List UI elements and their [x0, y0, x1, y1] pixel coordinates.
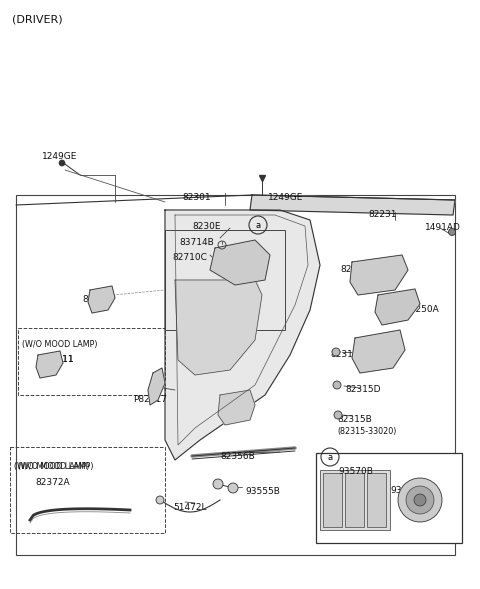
Text: (W/O MOOD LAMP): (W/O MOOD LAMP)	[18, 462, 94, 471]
Text: (W/O MOOD LAMP): (W/O MOOD LAMP)	[14, 462, 89, 471]
Bar	[367, 473, 386, 527]
Circle shape	[213, 479, 223, 489]
Bar	[165, 230, 285, 330]
Polygon shape	[36, 351, 63, 378]
Text: 82610B: 82610B	[340, 265, 375, 274]
Circle shape	[332, 348, 340, 356]
Text: 83714B: 83714B	[179, 238, 214, 247]
Text: 82393A: 82393A	[362, 340, 397, 349]
Text: 82301: 82301	[182, 193, 211, 202]
Text: 8230E: 8230E	[192, 222, 220, 231]
Bar	[316, 453, 462, 543]
Polygon shape	[352, 330, 405, 373]
Text: 1491AD: 1491AD	[425, 223, 461, 232]
Circle shape	[398, 478, 442, 522]
Polygon shape	[210, 240, 270, 285]
Text: 93570B: 93570B	[338, 467, 373, 476]
Bar	[345, 473, 364, 527]
Bar	[323, 473, 342, 527]
Polygon shape	[375, 289, 420, 325]
Text: 82315B: 82315B	[330, 350, 365, 359]
Text: (82315-33020): (82315-33020)	[337, 427, 396, 436]
Text: 82611: 82611	[45, 355, 73, 364]
Circle shape	[228, 483, 238, 493]
Text: 82372A: 82372A	[35, 478, 70, 487]
Bar	[10, 447, 165, 533]
Circle shape	[156, 496, 164, 504]
Polygon shape	[88, 286, 115, 313]
Circle shape	[59, 160, 65, 166]
Text: (DRIVER): (DRIVER)	[12, 14, 62, 24]
Polygon shape	[250, 195, 455, 215]
Text: 1249GE: 1249GE	[42, 152, 77, 161]
Text: (W/O MOOD LAMP): (W/O MOOD LAMP)	[22, 340, 97, 349]
Circle shape	[414, 494, 426, 506]
Polygon shape	[165, 210, 320, 460]
Text: 93710B: 93710B	[390, 486, 425, 495]
Polygon shape	[350, 255, 408, 295]
Polygon shape	[175, 280, 262, 375]
Text: 82315B: 82315B	[337, 415, 372, 424]
Bar	[18, 328, 165, 395]
Polygon shape	[218, 390, 255, 425]
Bar	[16, 195, 455, 555]
Text: 82315D: 82315D	[345, 385, 381, 394]
Text: 82611: 82611	[82, 295, 110, 304]
Text: P82317: P82317	[133, 395, 167, 404]
Text: 82611: 82611	[45, 355, 73, 364]
Circle shape	[333, 381, 341, 389]
Circle shape	[334, 411, 342, 419]
Text: 93555B: 93555B	[245, 487, 280, 496]
Text: 82231: 82231	[368, 210, 396, 219]
Text: 93250A: 93250A	[404, 305, 439, 314]
Text: 82356B: 82356B	[220, 452, 255, 461]
Circle shape	[448, 229, 456, 236]
Text: 1249GE: 1249GE	[268, 193, 303, 202]
Text: 51472L: 51472L	[173, 503, 206, 512]
Circle shape	[406, 486, 434, 514]
Polygon shape	[148, 368, 165, 405]
Bar	[320, 470, 390, 530]
Text: a: a	[255, 220, 261, 230]
Text: a: a	[327, 452, 333, 462]
Text: 82710C: 82710C	[172, 253, 207, 262]
